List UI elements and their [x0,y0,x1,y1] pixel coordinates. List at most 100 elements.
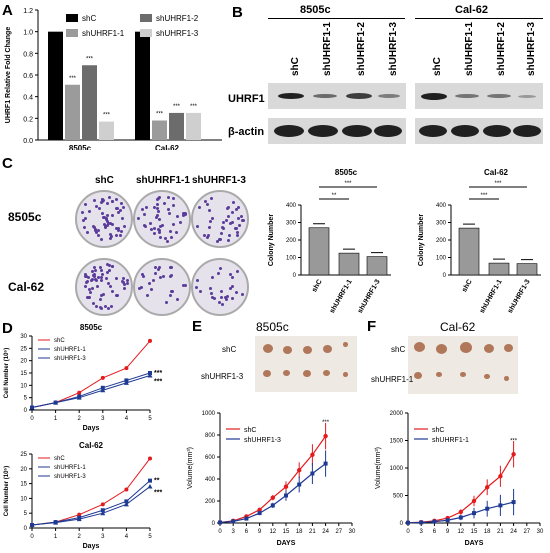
colony-plate-image [75,190,133,248]
significance-label: *** [173,104,181,110]
tumor-sample [414,342,425,352]
blot-row-label: β-actin [228,126,265,138]
data-point [406,520,410,525]
tumor-sample [323,345,332,354]
y-tick-label: 300 [436,221,447,227]
panel-label-a: A [2,2,13,19]
y-tick-label: 0 [443,273,447,279]
x-tick-label: 9 [258,529,262,535]
bar [82,65,97,140]
data-point [270,503,275,508]
y-tick-label: 0 [212,521,216,527]
y-tick-label: 500 [393,494,404,500]
y-axis-label: UHRF1 Relative Fold Change [5,27,12,124]
data-point [100,502,105,507]
y-tick-label: 0 [24,526,28,532]
y-tick-label: 400 [205,477,216,483]
legend-label: shUHRF1-1 [54,347,86,353]
data-point [498,474,503,479]
tumor-volume-chart-8505c: 0 200 400 600 800 1000 0 3 6 9 12 15 18 21 24 27 30 DAYS V… [187,411,356,547]
data-point [432,519,437,524]
y-tick-label: 200 [436,238,447,244]
bar [186,112,201,140]
significance-label: *** [103,113,111,119]
chart-title: Cal-62 [79,441,104,450]
data-point [148,478,152,483]
colony-column-label: shUHRF1-3 [192,175,246,186]
x-tick-label: 1 [54,534,58,540]
tumor-panel-title: Cal-62 [440,320,476,334]
x-tick-label: 3 [101,416,105,422]
data-point [297,468,302,473]
data-point [29,405,35,410]
data-point [100,510,106,516]
data-point [77,390,82,395]
tumor-sample [263,370,271,378]
bar [48,31,63,141]
x-tick-label: 6 [245,529,249,535]
y-axis-label: Volume(mm³) [375,447,382,489]
significance-label: *** [322,420,330,426]
significance-label: *** [510,438,518,444]
y-tick-label: 1500 [390,439,404,445]
x-tick-label: 1 [54,416,58,422]
tumor-sample [484,344,494,353]
data-point [458,515,463,520]
panel-label-c: C [2,155,13,172]
x-tick-label: 15 [283,529,290,535]
tumor-sample [460,342,472,353]
data-point [53,520,59,525]
tumor-sample [484,374,490,380]
y-tick-label: 200 [205,499,216,505]
significance-label: *** [344,181,352,187]
x-tick-label: 6 [433,529,437,535]
series-line [31,486,151,526]
significance-label: *** [480,193,488,199]
data-point [124,487,129,492]
x-tick-label: 18 [296,529,303,535]
data-point [498,503,503,508]
x-tick-label: 24 [510,529,517,535]
x-tick-label: 30 [537,529,544,535]
x-tick-label: 3 [101,534,105,540]
y-axis-label: Colony Number [418,214,425,266]
blot-actin-8505c [268,118,406,144]
data-point [147,372,153,378]
cell-growth-chart-8505c: 8505c 0 5 10 15 20 25 30 0 1 2 3 4 5 Days Cell Number (… [4,323,162,432]
tumor-row-label: shUHRF1-3 [201,372,244,381]
data-point [323,433,328,439]
legend-label: shC [54,338,65,344]
x-tick-label: 18 [484,529,491,535]
y-tick-label: 25 [20,346,27,352]
series-line [219,463,326,524]
data-point [284,493,288,498]
data-point [485,485,490,490]
x-tick-label: 12 [457,529,464,535]
chart-title: Cal-62 [484,168,509,177]
x-axis-label: Days [83,425,100,432]
x-tick-label: 15 [471,529,478,535]
bar [366,256,388,276]
significance-label: ** [154,478,160,485]
tumor-sample [323,370,330,377]
y-tick-label: 20 [20,467,27,473]
data-point [310,471,315,476]
chart-title: 8505c [80,323,103,332]
blot-lane-label: shUHRF1-3 [388,22,399,76]
x-tick-label: 5 [148,416,152,422]
x-axis-label: Days [83,543,100,550]
blot-lane-label: shUHRF1-2 [356,22,367,76]
y-tick-label: 400 [286,203,297,209]
bar [99,121,114,140]
y-tick-label: 1000 [202,411,216,417]
blot-row-label: UHRF1 [228,93,265,105]
x-tick-label: 5 [148,534,152,540]
data-point [283,484,289,489]
tumor-panel-title: 8505c [256,320,289,334]
y-tick-label: 800 [205,433,216,439]
x-axis-label: DAYS [277,540,296,547]
tumor-volume-chart-cal62: 0 500 1000 1500 2000 0 3 6 9 12 15 18 21 24 27 30 DAYS Vo… [375,411,544,547]
panel-label-d: D [2,320,13,337]
y-tick-label: 15 [20,371,27,377]
x-tick-label: 12 [269,529,276,535]
